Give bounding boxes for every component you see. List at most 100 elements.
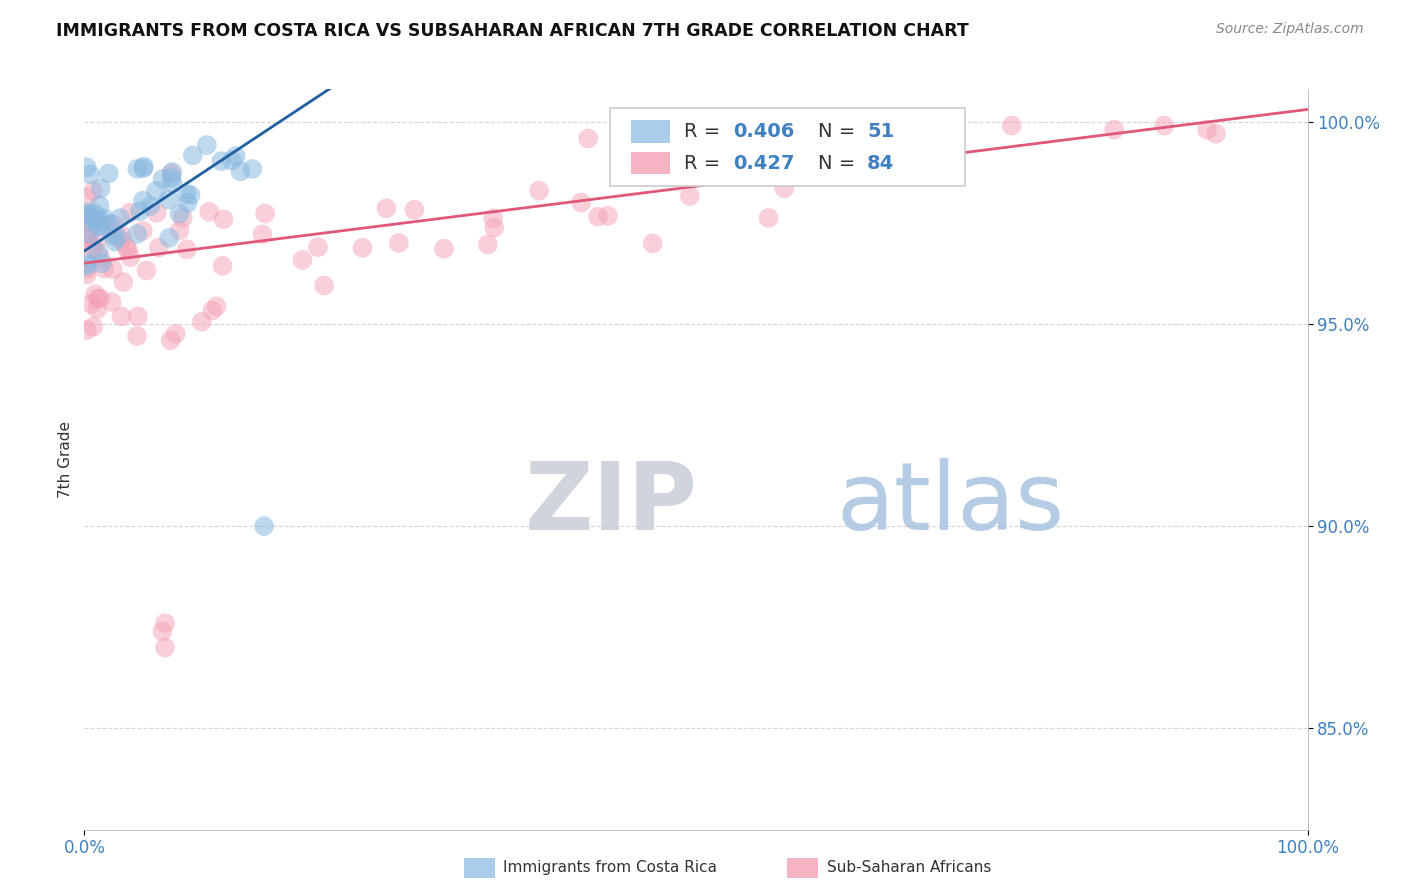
Point (101, 262, 124, 277)
Point (758, 211, 780, 225)
Point (76, 256, 98, 270)
Point (150, 624, 173, 639)
Point (86, 219, 108, 233)
Point (576, 131, 599, 145)
Point (90, 219, 112, 233)
Point (180, 187, 202, 202)
Point (229, 164, 252, 178)
Point (125, 329, 148, 343)
Point (176, 243, 198, 257)
Point (98, 217, 121, 231)
Point (89, 292, 111, 306)
Point (139, 199, 162, 213)
Point (76, 259, 98, 273)
Point (160, 171, 183, 186)
Point (120, 205, 142, 219)
FancyBboxPatch shape (631, 153, 671, 174)
Point (110, 233, 132, 247)
Text: Immigrants from Costa Rica: Immigrants from Costa Rica (503, 861, 717, 875)
Point (307, 240, 329, 254)
Point (82, 214, 104, 228)
Point (569, 195, 592, 210)
Point (527, 184, 550, 198)
Point (1102, 122, 1125, 136)
Point (117, 243, 139, 257)
Point (76, 268, 98, 282)
Point (132, 160, 155, 174)
Point (101, 227, 124, 242)
Point (76, 161, 98, 175)
Point (314, 278, 336, 293)
Point (773, 181, 796, 195)
Point (82, 319, 104, 334)
Text: Source: ZipAtlas.com: Source: ZipAtlas.com (1216, 22, 1364, 37)
Point (97, 166, 120, 180)
Point (76, 232, 98, 246)
Point (352, 241, 374, 255)
Point (145, 184, 167, 198)
Point (86, 215, 108, 229)
Text: 51: 51 (868, 122, 894, 141)
Point (89, 213, 111, 227)
Point (198, 204, 221, 219)
Point (157, 193, 180, 207)
Text: N =: N = (818, 122, 862, 141)
Point (79, 168, 101, 182)
Point (111, 228, 134, 243)
Point (735, 156, 758, 170)
Point (93, 211, 115, 226)
Point (108, 211, 131, 226)
Point (112, 275, 135, 289)
Text: R =: R = (683, 153, 727, 173)
Point (190, 315, 212, 329)
Point (86, 301, 108, 316)
Point (107, 230, 129, 244)
Point (127, 310, 149, 324)
Point (132, 224, 155, 238)
Point (76, 208, 98, 222)
Point (103, 218, 125, 232)
Point (1197, 122, 1219, 136)
Point (201, 303, 224, 318)
Point (82, 243, 104, 257)
Point (76, 229, 98, 244)
Point (641, 236, 664, 251)
Point (132, 194, 155, 208)
Point (159, 333, 181, 347)
Point (596, 209, 619, 223)
Point (240, 161, 263, 176)
Point (586, 210, 609, 224)
Point (172, 211, 194, 225)
Point (104, 235, 127, 249)
Point (93, 261, 115, 276)
Point (152, 172, 174, 186)
Point (84, 206, 107, 220)
Point (162, 165, 184, 179)
Point (252, 227, 274, 242)
Point (90, 256, 112, 270)
Point (153, 640, 176, 655)
Text: 0.427: 0.427 (733, 153, 794, 173)
Point (86, 235, 108, 250)
Point (181, 148, 204, 162)
Point (1205, 127, 1227, 141)
Point (80, 211, 103, 225)
Point (76, 262, 98, 277)
Point (127, 227, 149, 241)
Point (82, 240, 104, 254)
Point (80, 211, 103, 225)
Point (89, 198, 111, 212)
Point (135, 263, 157, 277)
Point (679, 189, 702, 203)
Point (1153, 119, 1175, 133)
Point (209, 154, 232, 169)
Point (76, 205, 98, 219)
FancyBboxPatch shape (631, 120, 671, 143)
Point (253, 519, 276, 533)
Point (176, 186, 198, 201)
Text: 0.406: 0.406 (733, 122, 794, 141)
Point (120, 250, 142, 264)
Point (1001, 119, 1024, 133)
Point (254, 206, 277, 220)
Text: atlas: atlas (837, 458, 1064, 549)
